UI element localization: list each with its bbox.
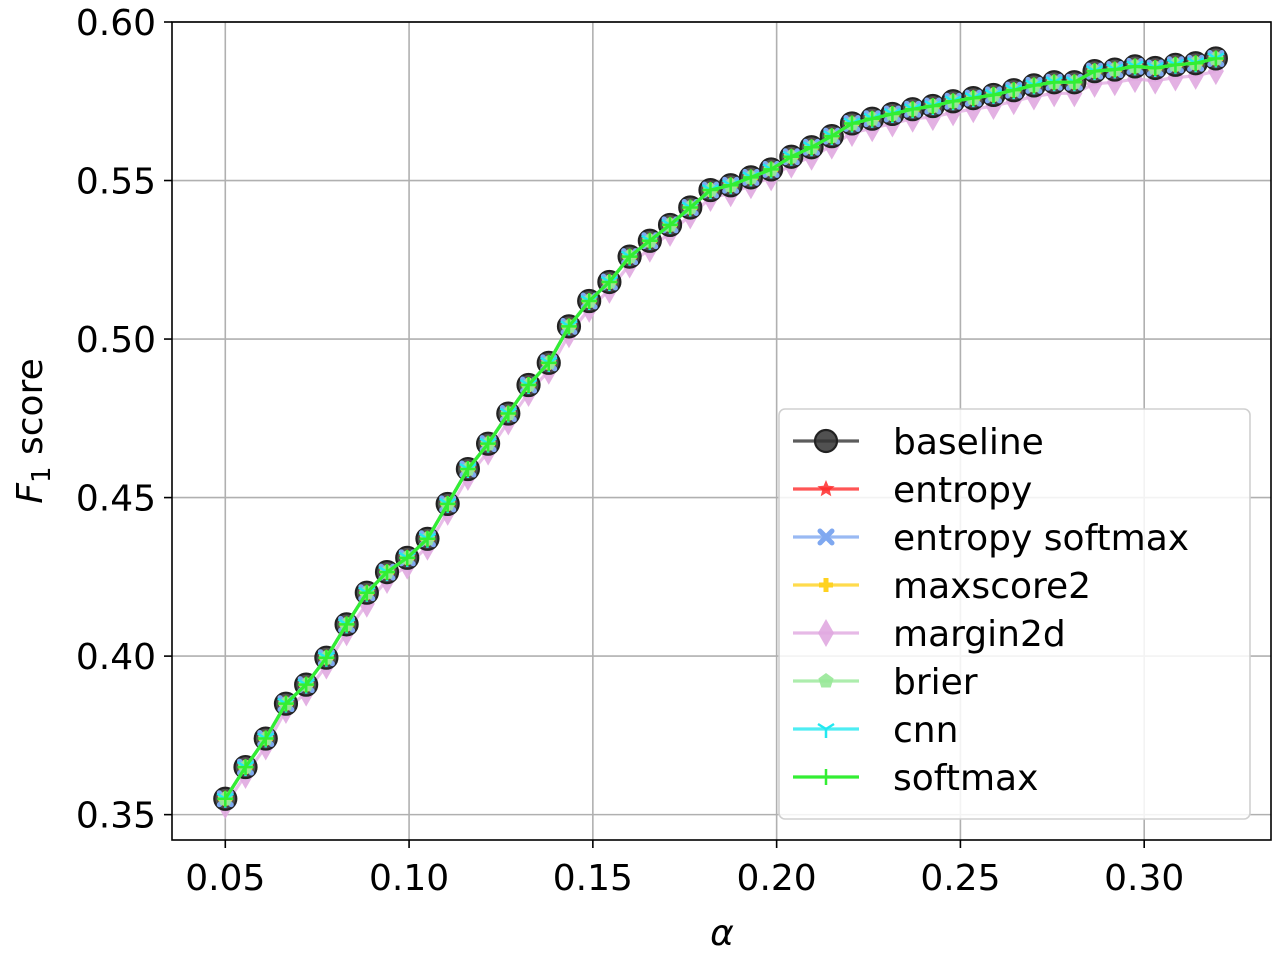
data-point-softmax <box>763 161 780 178</box>
data-point-softmax <box>702 182 719 199</box>
data-point-softmax <box>379 564 396 581</box>
series-layer <box>213 46 1228 820</box>
x-tick-label: 0.25 <box>920 858 1000 899</box>
legend-entry-brier: brier <box>793 662 978 703</box>
legend-entry-maxscore2: maxscore2 <box>793 566 1091 607</box>
y-tick-label: 0.60 <box>76 3 156 44</box>
x-tick-label: 0.10 <box>369 858 449 899</box>
y-axis-label-sub: 1 <box>27 466 57 483</box>
data-point-softmax <box>823 128 840 145</box>
data-point-softmax <box>459 461 476 478</box>
data-point-softmax <box>1127 58 1143 75</box>
legend-label: maxscore2 <box>893 566 1091 607</box>
data-point-softmax <box>217 790 234 807</box>
y-tick-label: 0.40 <box>76 637 156 678</box>
data-point-softmax <box>298 676 315 693</box>
x-tick-label: 0.20 <box>737 858 817 899</box>
legend-label: entropy <box>893 470 1032 511</box>
data-point-softmax <box>1167 56 1184 73</box>
legend-swatch-marker <box>817 480 835 497</box>
data-point-softmax <box>662 216 679 233</box>
data-point-softmax <box>742 169 759 186</box>
y-tick-label: 0.45 <box>76 479 156 520</box>
data-point-softmax <box>864 110 881 127</box>
plot-frame <box>171 21 1272 841</box>
x-tick-label: 0.15 <box>553 858 633 899</box>
data-point-softmax <box>843 115 860 132</box>
legend-entry-margin2d: margin2d <box>793 614 1066 655</box>
data-point-softmax <box>237 759 254 776</box>
data-point-softmax <box>682 199 699 216</box>
x-axis-label: α <box>710 913 734 954</box>
data-point-softmax <box>1025 77 1042 94</box>
legend-label: softmax <box>893 758 1038 799</box>
data-point-softmax <box>399 549 416 566</box>
data-point-softmax <box>904 101 921 118</box>
data-point-softmax <box>1086 63 1103 80</box>
data-point-softmax <box>1147 59 1164 76</box>
legend-label: entropy softmax <box>893 518 1189 559</box>
data-point-softmax <box>560 318 577 335</box>
data-point-softmax <box>338 616 355 633</box>
legend-swatch-marker <box>818 619 834 647</box>
data-point-softmax <box>1066 74 1083 91</box>
legend-swatch-marker <box>819 578 833 592</box>
data-point-softmax <box>945 93 962 110</box>
legend: baseline entropy entropy softmax maxscore2 m… <box>778 408 1251 820</box>
y-tick-label: 0.55 <box>76 162 156 203</box>
y-tick-label: 0.35 <box>76 796 156 837</box>
data-point-softmax <box>277 695 294 712</box>
data-point-softmax <box>884 105 901 122</box>
y-axis-label: F1 score <box>10 358 57 503</box>
axis-ticks: 0.05 0.10 0.15 0.20 0.25 0.30 0.35 0.40 0.45 0.50… <box>76 3 1184 899</box>
legend-swatch-marker <box>818 673 834 688</box>
data-point-softmax <box>257 730 274 747</box>
data-point-softmax <box>1046 74 1063 91</box>
x-tick-label: 0.05 <box>185 858 265 899</box>
data-point-softmax <box>540 354 557 371</box>
series-softmax <box>217 50 1224 807</box>
data-point-softmax <box>601 273 618 290</box>
data-point-softmax <box>358 584 375 601</box>
legend-label: cnn <box>893 710 958 751</box>
data-point-softmax <box>1187 55 1204 72</box>
data-point-softmax <box>318 649 335 666</box>
legend-swatch-marker <box>818 769 834 785</box>
y-tick-label: 0.50 <box>76 320 156 361</box>
data-point-softmax <box>1005 82 1022 99</box>
legend-entry-entropy-softmax: entropy softmax <box>793 518 1189 559</box>
data-point-softmax <box>419 530 436 547</box>
legend-box <box>778 408 1251 820</box>
data-point-softmax <box>581 293 598 310</box>
data-point-softmax <box>480 435 497 452</box>
data-point-softmax <box>783 148 800 165</box>
legend-entry-entropy: entropy <box>793 470 1032 511</box>
legend-label: margin2d <box>893 614 1066 655</box>
legend-entry-baseline: baseline <box>793 422 1044 463</box>
data-point-softmax <box>965 90 982 107</box>
legend-swatch-marker <box>813 428 839 454</box>
legend-entry-cnn: cnn <box>793 710 958 751</box>
data-point-softmax <box>1106 61 1123 78</box>
data-point-softmax <box>621 248 638 265</box>
data-point-softmax <box>641 232 658 249</box>
x-tick-label: 0.30 <box>1104 858 1184 899</box>
data-point-softmax <box>520 377 537 394</box>
legend-label: brier <box>893 662 978 703</box>
data-point-softmax <box>439 495 456 512</box>
data-point-softmax <box>985 86 1002 103</box>
data-point-softmax <box>500 405 517 422</box>
y-axis-label-main: F <box>10 482 51 504</box>
data-point-softmax <box>803 139 820 156</box>
data-point-softmax <box>1207 50 1224 67</box>
legend-label: baseline <box>893 422 1044 463</box>
legend-swatch-marker <box>817 528 835 546</box>
legend-entry-softmax: softmax <box>793 758 1038 799</box>
y-axis-label-rest: score <box>10 358 51 466</box>
data-point-softmax <box>722 177 739 194</box>
data-point-softmax <box>924 98 941 115</box>
legend-swatch-marker <box>817 722 835 738</box>
